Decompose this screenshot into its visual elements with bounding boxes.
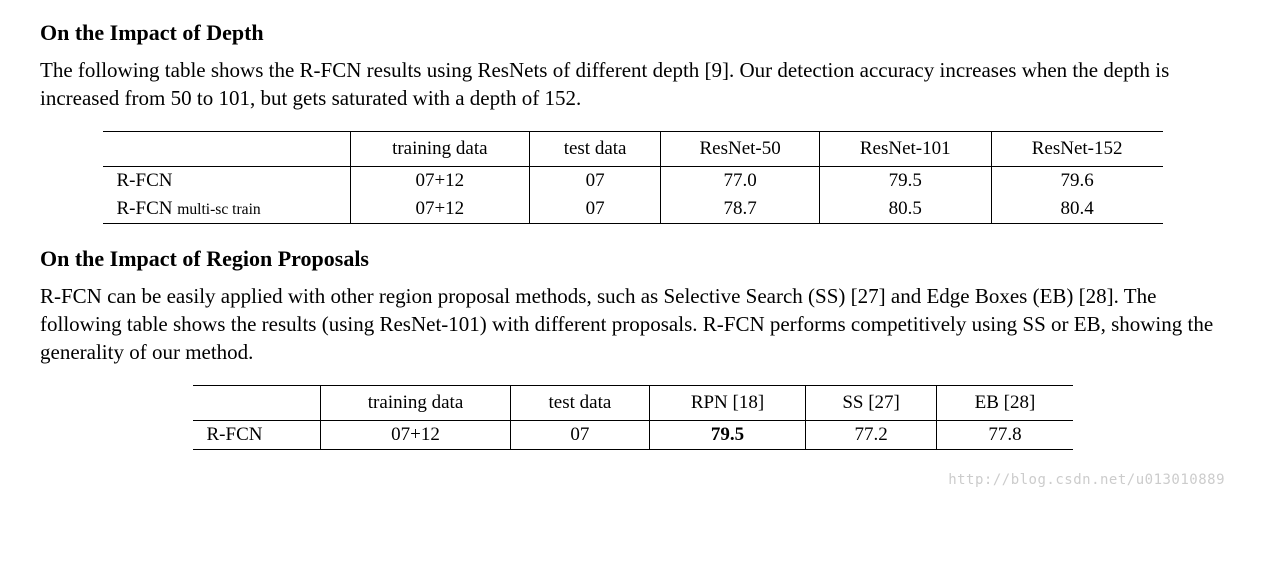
col-header-method xyxy=(193,385,321,420)
table-depth: training data test data ResNet-50 ResNet… xyxy=(103,131,1163,224)
cell-train: 07+12 xyxy=(350,166,529,195)
table-proposals: training data test data RPN [18] SS [27]… xyxy=(193,385,1073,450)
table-proposal-container: training data test data RPN [18] SS [27]… xyxy=(40,385,1225,450)
table-depth-container: training data test data ResNet-50 ResNet… xyxy=(40,131,1225,224)
cell-r152: 79.6 xyxy=(991,166,1162,195)
cell-r50: 77.0 xyxy=(661,166,819,195)
cell-test: 07 xyxy=(510,420,650,449)
cell-r101: 79.5 xyxy=(819,166,991,195)
section-heading-depth: On the Impact of Depth xyxy=(40,20,1225,46)
cell-ss: 77.2 xyxy=(805,420,937,449)
section-depth: On the Impact of Depth The following tab… xyxy=(40,20,1225,224)
cell-r101: 80.5 xyxy=(819,195,991,224)
cell-eb: 77.8 xyxy=(937,420,1073,449)
paragraph-proposals: R-FCN can be easily applied with other r… xyxy=(40,282,1225,367)
col-header-eb: EB [28] xyxy=(937,385,1073,420)
col-header-r50: ResNet-50 xyxy=(661,131,819,166)
cell-test: 07 xyxy=(529,166,661,195)
table-row: training data test data RPN [18] SS [27]… xyxy=(193,385,1073,420)
col-header-train: training data xyxy=(321,385,510,420)
col-header-r152: ResNet-152 xyxy=(991,131,1162,166)
cell-train: 07+12 xyxy=(350,195,529,224)
section-heading-proposals: On the Impact of Region Proposals xyxy=(40,246,1225,272)
col-header-test: test data xyxy=(529,131,661,166)
cell-method: R-FCN xyxy=(193,420,321,449)
table-row: R-FCN multi-sc train 07+12 07 78.7 80.5 … xyxy=(103,195,1163,224)
col-header-rpn: RPN [18] xyxy=(650,385,806,420)
cell-r152: 80.4 xyxy=(991,195,1162,224)
cell-test: 07 xyxy=(529,195,661,224)
cell-rpn: 79.5 xyxy=(650,420,806,449)
col-header-r101: ResNet-101 xyxy=(819,131,991,166)
col-header-ss: SS [27] xyxy=(805,385,937,420)
table-row: R-FCN 07+12 07 77.0 79.5 79.6 xyxy=(103,166,1163,195)
watermark-text: http://blog.csdn.net/u013010889 xyxy=(948,472,1225,488)
col-header-train: training data xyxy=(350,131,529,166)
cell-train: 07+12 xyxy=(321,420,510,449)
table-row: R-FCN 07+12 07 79.5 77.2 77.8 xyxy=(193,420,1073,449)
table-row: training data test data ResNet-50 ResNet… xyxy=(103,131,1163,166)
cell-method: R-FCN xyxy=(103,166,351,195)
cell-r50: 78.7 xyxy=(661,195,819,224)
cell-method: R-FCN multi-sc train xyxy=(103,195,351,224)
section-proposals: On the Impact of Region Proposals R-FCN … xyxy=(40,246,1225,450)
col-header-test: test data xyxy=(510,385,650,420)
paragraph-depth: The following table shows the R-FCN resu… xyxy=(40,56,1225,113)
col-header-method xyxy=(103,131,351,166)
